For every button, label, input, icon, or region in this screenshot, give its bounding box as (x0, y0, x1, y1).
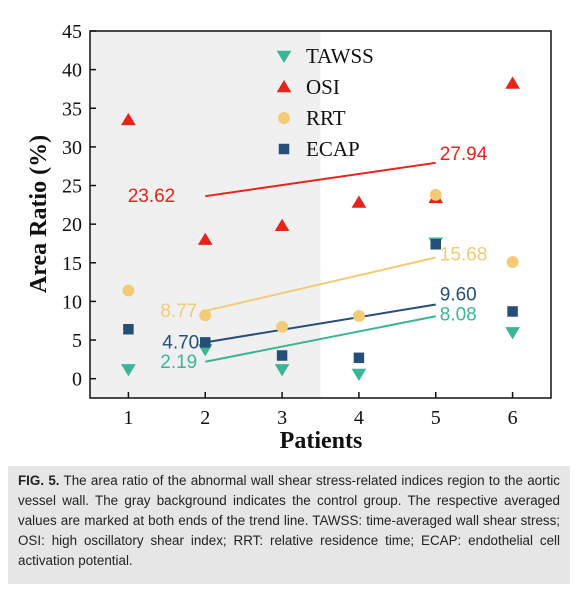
data-point-tawss (274, 364, 290, 377)
data-point-ecap (430, 238, 441, 250)
data-point-tawss (351, 368, 367, 382)
y-tick-label: 30 (62, 137, 82, 159)
trend-line-rrt (205, 256, 436, 312)
figure-caption: FIG. 5. The area ratio of the abnormal w… (8, 466, 570, 584)
data-point-rrt (352, 310, 365, 323)
x-tick-label: 3 (277, 407, 287, 429)
data-point-rrt (276, 320, 289, 333)
y-axis-label: Area Ratio (%) (26, 135, 52, 293)
legend-label-rrt: RRT (306, 106, 346, 130)
trend-end-label: 8.08 (440, 304, 477, 325)
trend-line-tawss (205, 315, 436, 363)
trend-end-label: 27.94 (440, 144, 488, 165)
trend-start-label: 23.62 (128, 186, 176, 207)
data-point-osi (351, 195, 367, 208)
data-point-rrt (506, 256, 519, 268)
data-point-osi (197, 232, 213, 245)
legend-label-osi: OSI (306, 75, 340, 99)
data-point-osi (121, 112, 136, 126)
trend-end-label: 15.68 (440, 245, 488, 266)
data-point-osi (505, 76, 520, 89)
legend-marker-ecap (278, 143, 290, 155)
y-tick-label: 10 (62, 291, 82, 313)
data-point-rrt (199, 309, 212, 322)
trend-start-label: 4.70 (162, 332, 199, 353)
legend-label-ecap: ECAP (306, 137, 360, 161)
data-point-tawss (505, 327, 520, 340)
x-axis-label: Patients (280, 428, 363, 454)
data-point-rrt (122, 284, 135, 297)
data-point-ecap (200, 337, 211, 348)
y-tick-label: 45 (62, 21, 82, 43)
trend-start-label: 2.19 (160, 352, 197, 373)
data-point-ecap (353, 352, 365, 364)
x-tick-label: 5 (431, 407, 441, 429)
y-tick-label: 15 (62, 253, 82, 275)
trend-line-ecap (205, 303, 436, 344)
data-point-ecap (123, 323, 134, 335)
data-point-osi (274, 218, 290, 231)
x-tick-label: 1 (123, 407, 133, 429)
y-tick-label: 25 (62, 176, 82, 198)
data-point-ecap (276, 350, 288, 361)
legend-marker-tawss (276, 50, 292, 63)
legend-marker-rrt (278, 112, 290, 124)
data-point-tawss (121, 364, 136, 377)
y-tick-label: 40 (62, 60, 82, 82)
trend-line-osi (205, 161, 436, 198)
x-tick-label: 6 (508, 407, 518, 429)
data-point-ecap (507, 306, 518, 317)
y-tick-label: 35 (62, 98, 82, 120)
x-tick-label: 2 (200, 407, 210, 429)
caption-figure-label: FIG. 5. (18, 473, 60, 488)
legend-label-tawss: TAWSS (306, 44, 374, 68)
y-tick-label: 5 (72, 330, 82, 352)
y-tick-label: 20 (62, 214, 82, 236)
legend-marker-osi (276, 80, 292, 93)
y-tick-label: 0 (72, 369, 82, 391)
x-tick-label: 4 (354, 407, 364, 429)
plot-frame (89, 30, 552, 399)
data-point-rrt (429, 188, 442, 201)
trend-end-label: 9.60 (440, 285, 477, 306)
trend-start-label: 8.77 (160, 301, 197, 322)
caption-text: The area ratio of the abnormal wall shea… (18, 473, 560, 568)
